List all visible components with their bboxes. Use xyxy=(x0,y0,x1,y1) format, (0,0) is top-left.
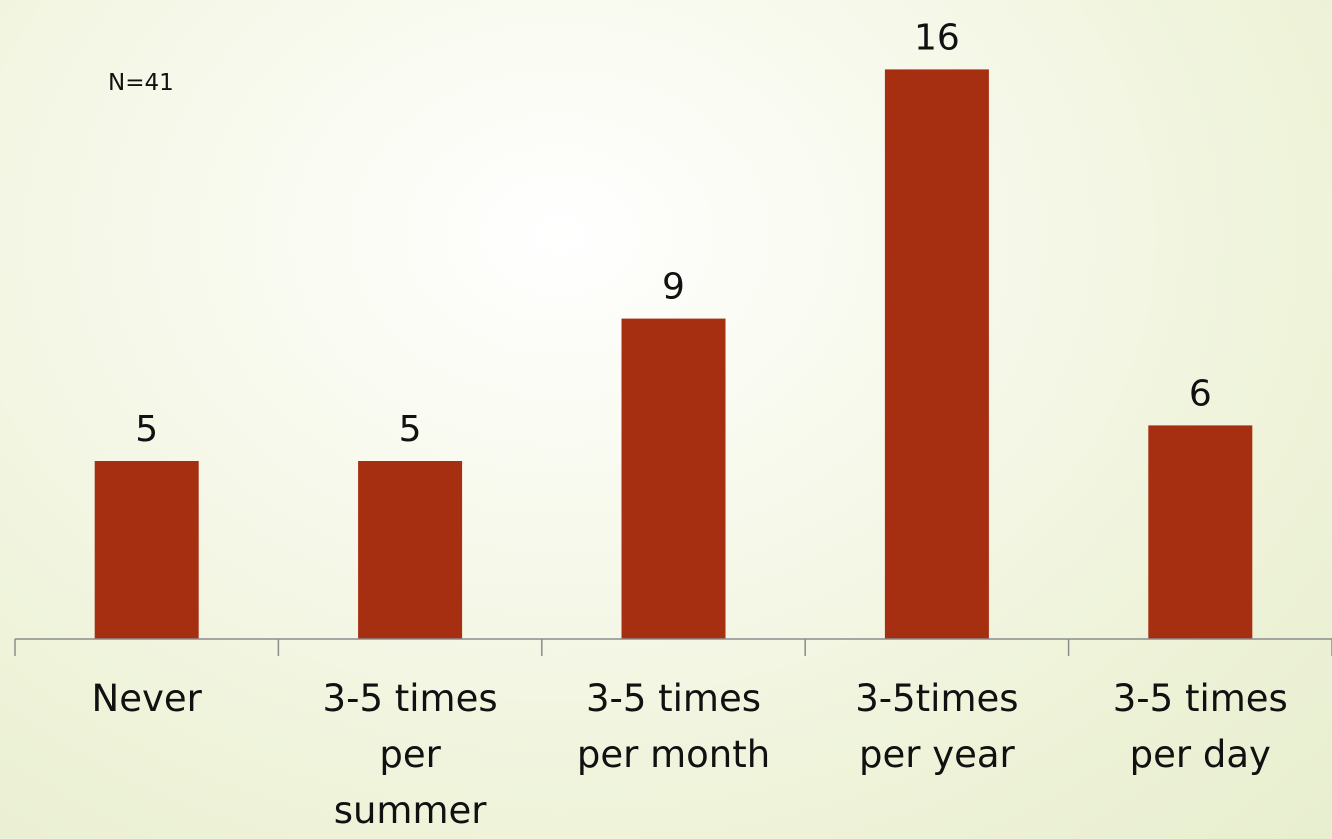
category-label-5-line-1: 3-5 times xyxy=(1113,677,1288,720)
category-label-3-line-2: per month xyxy=(577,733,770,776)
sample-size-annotation: N=41 xyxy=(108,70,174,96)
bar-4 xyxy=(884,69,989,639)
bar-1 xyxy=(94,461,199,639)
category-label-2-line-3: summer xyxy=(334,789,488,832)
data-label-1: 5 xyxy=(135,409,158,450)
data-label-4: 16 xyxy=(914,17,960,58)
x-axis xyxy=(14,638,1332,656)
bar-2 xyxy=(358,461,463,639)
category-label-5-line-2: per day xyxy=(1130,733,1271,776)
bar-5 xyxy=(1148,425,1253,639)
category-label-3-line-1: 3-5 times xyxy=(586,677,761,720)
category-label-2-line-1: 3-5 times xyxy=(323,677,498,720)
category-label-1: Never xyxy=(92,677,203,720)
bars-layer xyxy=(94,69,1253,639)
data-label-3: 9 xyxy=(662,267,685,308)
bar-3 xyxy=(621,318,726,639)
data-label-5: 6 xyxy=(1189,373,1212,414)
category-label-2-line-2: per xyxy=(379,733,441,776)
data-label-2: 5 xyxy=(399,409,422,450)
category-label-4-line-2: per year xyxy=(859,733,1016,776)
category-label-4-line-1: 3-5times xyxy=(855,677,1018,720)
labels-layer: 5 Never 5 3-5 times per summer 9 3-5 times per m… xyxy=(92,17,1288,832)
